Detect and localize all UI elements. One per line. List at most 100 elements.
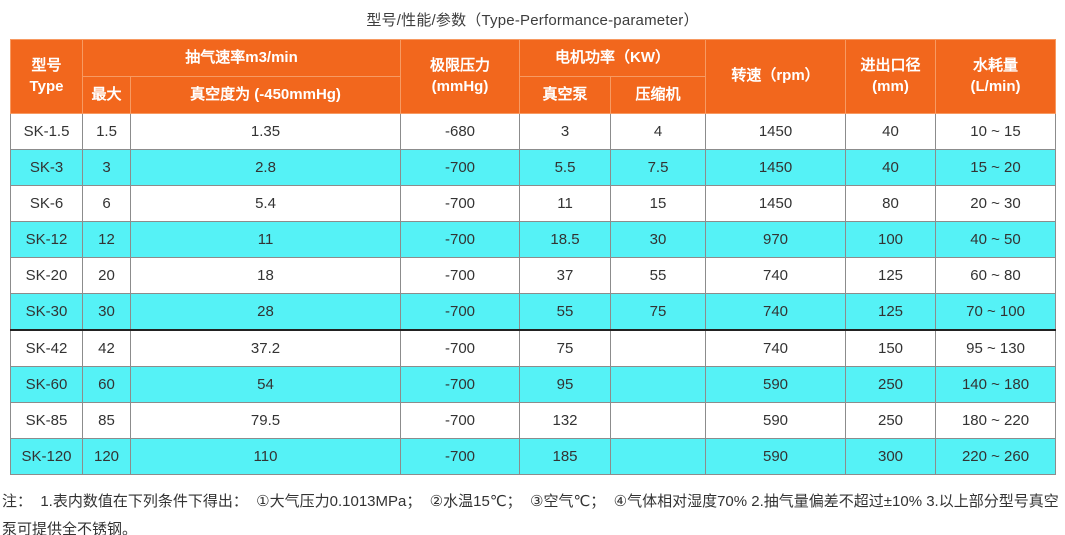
cell-type: SK-12 [10,221,83,258]
cell-vacuum: 11 [129,221,402,258]
cell-pressure: -700 [400,257,521,294]
cell-rpm: 590 [705,366,847,403]
cell-pump_kw: 185 [519,438,612,475]
cell-vacuum: 79.5 [129,402,402,439]
cell-comp_kw: 15 [610,185,707,222]
header-row-2: 最大 真空度为 (-450mmHg) 真空泵 压缩机 [11,76,1056,114]
cell-pump_kw: 95 [519,366,612,403]
cell-vacuum: 2.8 [129,149,402,186]
header-pumping-speed: 抽气速率m3/min [81,39,402,77]
cell-type: SK-60 [10,366,83,403]
header-type-en: Type [29,77,64,95]
header-type-cn: 型号 [31,57,62,75]
cell-pressure: -700 [400,149,521,186]
cell-pressure: -700 [400,438,521,475]
cell-comp_kw: 7.5 [610,149,707,186]
cell-port: 40 [845,149,937,186]
cell-max: 6 [82,185,131,222]
cell-rpm: 1450 [705,149,847,186]
cell-max: 85 [82,402,131,439]
table-row: SK-6 6 5.4 -700 11 15 1450 80 20 ~ 30 [10,185,1057,222]
cell-type: SK-42 [10,329,83,367]
cell-port: 250 [845,366,937,403]
cell-type: SK-6 [10,185,83,222]
cell-vacuum: 110 [129,438,402,475]
cell-pump_kw: 55 [519,293,612,331]
cell-vacuum: 18 [129,257,402,294]
cell-pump_kw: 5.5 [519,149,612,186]
table-row: SK-42 42 37.2 -700 75 740 150 95 ~ 130 [10,329,1057,367]
cell-rpm: 970 [705,221,847,258]
cell-water: 220 ~ 260 [935,438,1057,475]
cell-type: SK-1.5 [10,113,83,150]
cell-pump_kw: 132 [519,402,612,439]
cell-comp_kw: 30 [610,221,707,258]
cell-port: 40 [845,113,937,150]
table-row: SK-20 20 18 -700 37 55 740 125 60 ~ 80 [10,257,1057,294]
cell-water: 10 ~ 15 [935,113,1057,150]
cell-pump_kw: 3 [519,113,612,150]
cell-pressure: -700 [400,221,521,258]
cell-pressure: -700 [400,402,521,439]
footnote: 注： 1.表内数值在下列条件下得出： ①大气压力0.1013MPa； ②水温15… [2,493,1059,535]
cell-port: 125 [845,293,937,331]
cell-port: 80 [845,185,937,222]
header-port-diameter: 进出口径 (mm) [845,39,937,114]
cell-vacuum: 37.2 [129,329,402,367]
cell-pressure: -700 [400,293,521,331]
cell-type: SK-30 [10,293,83,331]
cell-rpm: 740 [705,257,847,294]
cell-type: SK-85 [10,402,83,439]
cell-max: 1.5 [82,113,131,150]
header-water-consumption: 水耗量 (L/min) [935,39,1057,114]
header-type: 型号 Type [10,39,83,114]
cell-pressure: -680 [400,113,521,150]
cell-comp_kw [610,438,707,475]
cell-water: 40 ~ 50 [935,221,1057,258]
cell-water: 20 ~ 30 [935,185,1057,222]
cell-water: 60 ~ 80 [935,257,1057,294]
cell-port: 250 [845,402,937,439]
cell-water: 95 ~ 130 [935,329,1057,367]
table-row: SK-3 3 2.8 -700 5.5 7.5 1450 40 15 ~ 20 [10,149,1057,186]
header-vacuum-pump: 真空泵 [519,76,612,114]
cell-rpm: 590 [705,402,847,439]
header-vacuum-degree: 真空度为 (-450mmHg) [129,76,402,114]
cell-max: 120 [82,438,131,475]
cell-type: SK-20 [10,257,83,294]
cell-rpm: 740 [705,329,847,367]
cell-vacuum: 1.35 [129,113,402,150]
cell-water: 15 ~ 20 [935,149,1057,186]
cell-rpm: 590 [705,438,847,475]
page-title: 型号/性能/参数（Type-Performance-parameter） [366,12,699,29]
cell-vacuum: 54 [129,366,402,403]
cell-max: 12 [82,221,131,258]
cell-pump_kw: 11 [519,185,612,222]
cell-pressure: -700 [400,366,521,403]
header-motor-power: 电机功率（KW） [519,39,707,77]
cell-water: 180 ~ 220 [935,402,1057,439]
cell-pressure: -700 [400,329,521,367]
header-speed: 转速（rpm） [705,39,847,114]
cell-type: SK-120 [10,438,83,475]
table-row: SK-85 85 79.5 -700 132 590 250 180 ~ 220 [10,402,1057,439]
cell-port: 150 [845,329,937,367]
cell-comp_kw: 75 [610,293,707,331]
cell-port: 300 [845,438,937,475]
cell-pump_kw: 37 [519,257,612,294]
header-ultimate-pressure: 极限压力 (mmHg) [400,39,521,114]
cell-max: 60 [82,366,131,403]
cell-comp_kw [610,329,707,367]
cell-max: 30 [82,293,131,331]
table-row: SK-12 12 11 -700 18.5 30 970 100 40 ~ 50 [10,221,1057,258]
cell-pump_kw: 75 [519,329,612,367]
cell-rpm: 1450 [705,185,847,222]
cell-vacuum: 5.4 [129,185,402,222]
spec-table: 型号 Type 抽气速率m3/min 极限压力 (mmHg) 电机功率（KW） … [10,39,1057,475]
table-row: SK-120 120 110 -700 185 590 300 220 ~ 260 [10,438,1057,475]
cell-pressure: -700 [400,185,521,222]
cell-pump_kw: 18.5 [519,221,612,258]
table-body: SK-1.5 1.5 1.35 -680 3 4 1450 40 10 ~ 15 SK-3 3 2.8… [10,113,1057,475]
header-max: 最大 [82,76,131,114]
cell-max: 3 [82,149,131,186]
